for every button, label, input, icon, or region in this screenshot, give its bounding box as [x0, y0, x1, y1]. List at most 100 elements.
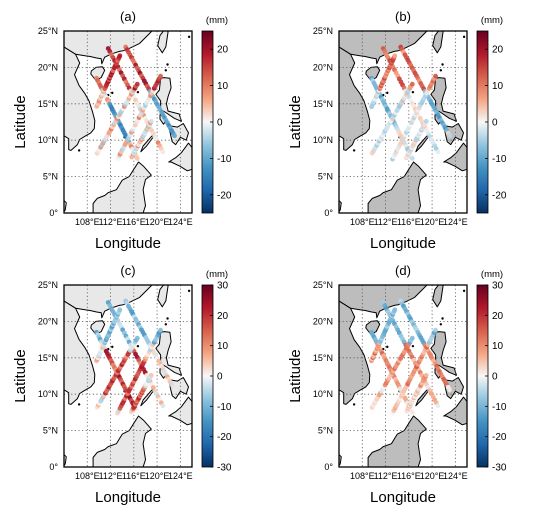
altimeter-tracks: [94, 298, 177, 416]
plot-frame: [63, 30, 193, 214]
x-tick-label: 112°E: [99, 471, 123, 481]
x-tick-label: 112°E: [99, 217, 123, 227]
islet: [411, 344, 415, 348]
altimeter-tracks: [369, 44, 452, 162]
y-tick-label: 0°: [324, 462, 333, 472]
y-tick-label: 5°N: [43, 172, 58, 182]
y-tick-label: 20°N: [313, 316, 333, 326]
x-tick-label: 120°E: [145, 471, 170, 481]
track-point: [409, 410, 415, 415]
track-point: [117, 307, 123, 313]
y-tick-label: 15°N: [38, 353, 58, 363]
track-point: [117, 53, 123, 59]
y-tick-labels: 0° 5°N 10°N 15°N 20°N 25°N: [38, 26, 59, 218]
y-tick-label: 15°N: [313, 353, 333, 363]
track-point: [409, 335, 415, 341]
track-point: [392, 307, 398, 313]
colorbar-tick-label: 20: [217, 311, 229, 322]
x-tick-label: 124°E: [168, 471, 193, 481]
track-point: [172, 133, 177, 139]
islet: [352, 403, 356, 406]
track-point: [158, 73, 163, 79]
islet: [411, 90, 415, 94]
islet: [164, 69, 168, 72]
x-tick-label: 120°E: [420, 217, 445, 227]
track-point: [433, 327, 438, 333]
grid-lines: [64, 285, 192, 467]
panel-title: (b): [395, 9, 411, 24]
y-tick-label: 0°: [324, 208, 333, 218]
islet: [462, 35, 466, 39]
land-borneo: [92, 161, 152, 213]
colorbar-tick-label: 10: [492, 341, 504, 352]
islet: [166, 63, 169, 66]
colorbar-unit: (mm): [206, 15, 228, 26]
colorbar-tick-label: 0: [492, 118, 498, 129]
x-tick-label: 120°E: [145, 217, 170, 227]
track-point: [392, 53, 398, 59]
land-taiwan: [432, 31, 444, 54]
colorbar-tick-label: 10: [217, 341, 229, 352]
colorbar-tick-label: 10: [492, 81, 504, 92]
x-tick-label: 112°E: [374, 471, 398, 481]
x-tick-label: 116°E: [122, 471, 146, 481]
colorbar-tick-label: 0: [492, 372, 498, 383]
y-tick-labels: 0° 5°N 10°N 15°N 20°N 25°N: [38, 280, 59, 472]
x-tick-label: 120°E: [420, 471, 445, 481]
colorbar-ticks: 30 20 10 0 -10 -20 -30: [210, 281, 232, 474]
track-point: [134, 410, 140, 415]
land-borneo: [367, 161, 427, 213]
y-tick-label: 25°N: [313, 280, 333, 290]
y-tick-label: 20°N: [313, 62, 333, 72]
colorbar-tick-label: 0: [217, 372, 223, 383]
islet: [441, 317, 444, 320]
panel-title: (d): [395, 263, 411, 278]
x-tick-label: 108°E: [75, 471, 100, 481]
islet: [386, 91, 389, 95]
colorbar-unit: (mm): [481, 269, 503, 280]
x-tick-label: 124°E: [443, 471, 468, 481]
islet: [352, 149, 356, 152]
track-point: [134, 156, 140, 161]
land-borneo: [367, 415, 427, 467]
grid-lines: [339, 31, 467, 213]
y-tick-label: 20°N: [38, 316, 58, 326]
plot-frame: [338, 30, 468, 214]
altimeter-tracks: [94, 44, 177, 162]
plot-frame: [338, 284, 468, 468]
y-tick-label: 10°N: [38, 389, 58, 399]
islet: [462, 289, 466, 293]
y-tick-label: 25°N: [38, 26, 58, 36]
islet: [77, 149, 81, 152]
x-tick-label: 116°E: [397, 471, 421, 481]
y-tick-label: 0°: [49, 462, 58, 472]
y-tick-label: 5°N: [318, 426, 333, 436]
land-mindanao: [168, 142, 192, 172]
colorbar-unit: (mm): [481, 15, 503, 26]
colorbar-unit: (mm): [206, 269, 228, 280]
y-tick-label: 20°N: [38, 62, 58, 72]
islet: [77, 403, 81, 406]
land-mindanao: [443, 396, 467, 426]
track-point: [160, 149, 166, 155]
land-indochina: [339, 46, 371, 151]
y-tick-labels: 0° 5°N 10°N 15°N 20°N 25°N: [313, 280, 334, 472]
colorbar-tick-label: -20: [217, 432, 232, 443]
colorbar-tick-label: -20: [492, 432, 507, 443]
grid-lines: [339, 285, 467, 467]
colorbar-tick-label: -10: [492, 154, 507, 165]
islet: [166, 317, 169, 320]
x-tick-label: 108°E: [350, 217, 375, 227]
islet: [386, 345, 389, 349]
islet: [136, 344, 140, 348]
colorbar-tick-label: 0: [217, 118, 223, 129]
land-borneo: [92, 415, 152, 467]
y-tick-labels: 0° 5°N 10°N 15°N 20°N 25°N: [313, 26, 334, 218]
colorbar-tick-label: 20: [217, 45, 229, 56]
